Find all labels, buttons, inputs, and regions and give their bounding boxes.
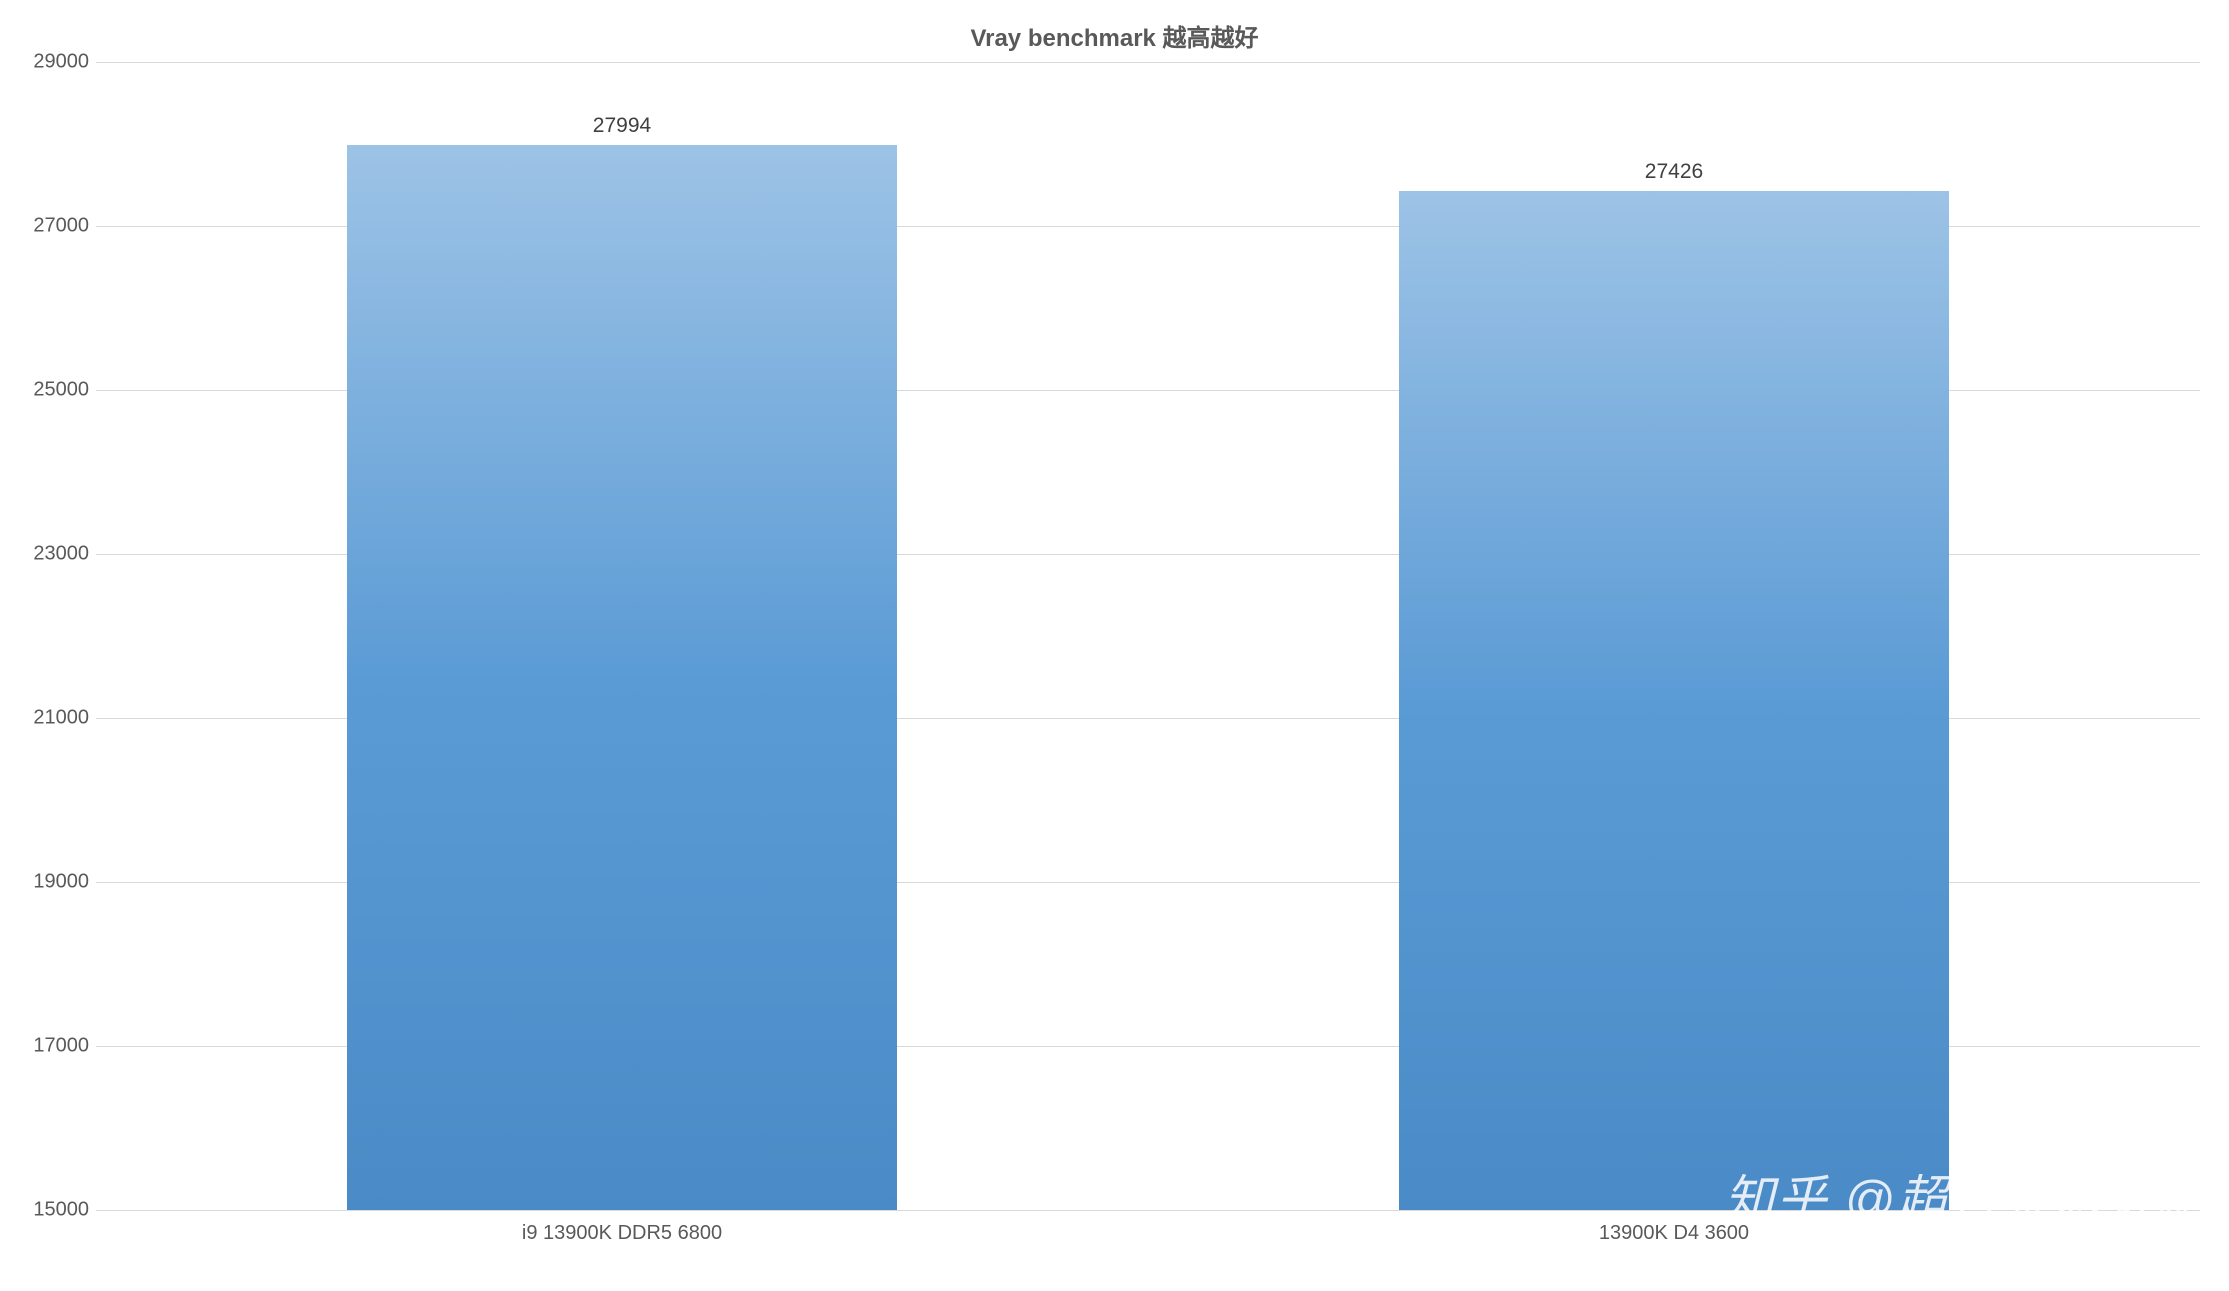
bar-value-label: 27426 (1399, 160, 1949, 184)
bar-1: 27994 (347, 145, 897, 1210)
x-tick-label: i9 13900K DDR5 6800 (522, 1222, 722, 1245)
gridline (96, 62, 2200, 63)
bar-2: 27426 (1399, 191, 1949, 1210)
y-tick-label: 15000 (9, 1199, 89, 1222)
y-tick-label: 17000 (9, 1035, 89, 1058)
y-tick-label: 21000 (9, 707, 89, 730)
y-tick-label: 19000 (9, 871, 89, 894)
plot-area: 27994 27426 (96, 62, 2200, 1210)
y-tick-label: 23000 (9, 543, 89, 566)
y-tick-label: 25000 (9, 379, 89, 402)
y-tick-label: 29000 (9, 51, 89, 74)
bar-value-label: 27994 (347, 113, 897, 137)
vray-benchmark-chart: Vray benchmark 越高越好 15000 17000 19000 21… (0, 0, 2229, 1291)
chart-title: Vray benchmark 越高越好 (0, 18, 2229, 53)
watermark-text: 知乎 @超合金彩虹糖 (1724, 1159, 2209, 1231)
y-tick-label: 27000 (9, 215, 89, 238)
